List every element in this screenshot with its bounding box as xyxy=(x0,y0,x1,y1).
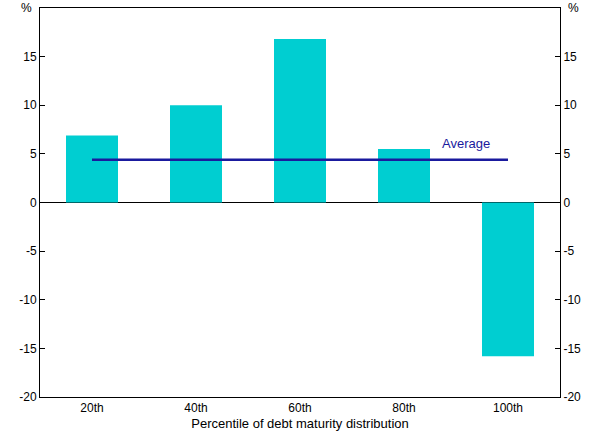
svg-text:-15: -15 xyxy=(19,342,37,356)
svg-text:5: 5 xyxy=(30,147,37,161)
svg-text:5: 5 xyxy=(563,147,570,161)
svg-text:-10: -10 xyxy=(563,293,581,307)
svg-text:%: % xyxy=(568,1,579,15)
svg-text:0: 0 xyxy=(563,196,570,210)
svg-text:-15: -15 xyxy=(563,342,581,356)
svg-text:-10: -10 xyxy=(19,293,37,307)
svg-text:-5: -5 xyxy=(26,244,37,258)
svg-text:-20: -20 xyxy=(19,390,37,404)
svg-text:20th: 20th xyxy=(80,401,103,415)
svg-text:40th: 40th xyxy=(184,401,207,415)
svg-text:-5: -5 xyxy=(563,244,574,258)
svg-text:60th: 60th xyxy=(288,401,311,415)
svg-text:10: 10 xyxy=(23,98,37,112)
svg-text:Percentile of debt maturity di: Percentile of debt maturity distribution xyxy=(191,416,409,431)
svg-text:80th: 80th xyxy=(392,401,415,415)
svg-text:-20: -20 xyxy=(563,390,581,404)
svg-text:100th: 100th xyxy=(493,401,523,415)
svg-text:Average: Average xyxy=(442,136,490,151)
svg-text:15: 15 xyxy=(23,50,37,64)
svg-text:0: 0 xyxy=(30,196,37,210)
svg-text:10: 10 xyxy=(563,98,577,112)
svg-text:15: 15 xyxy=(563,50,577,64)
svg-text:%: % xyxy=(21,1,32,15)
